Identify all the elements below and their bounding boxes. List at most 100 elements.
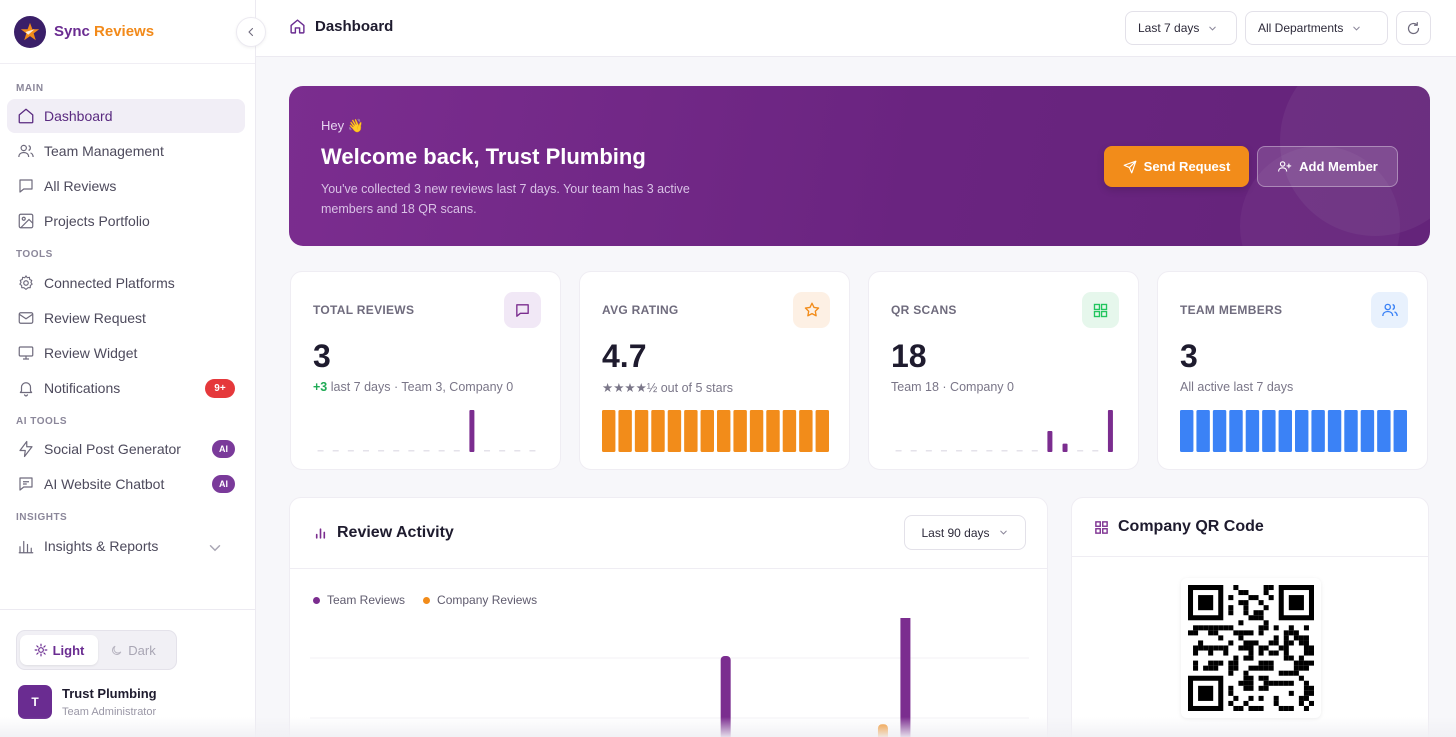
welcome-title: Welcome back, Trust Plumbing: [321, 144, 646, 169]
theme-dark-label: Dark: [128, 642, 156, 658]
sparkline-baseline-mark: [986, 450, 993, 452]
department-select[interactable]: All Departments: [1245, 11, 1388, 45]
user-role: Team Administrator: [62, 706, 157, 718]
theme-light-option[interactable]: Light: [20, 635, 98, 665]
monitor-icon: [18, 346, 34, 360]
stat-sub: ★★★★½ out of 5 stars: [602, 380, 733, 395]
sparkline-bar: [1344, 410, 1358, 452]
sidebar-item-team-management[interactable]: Team Management: [7, 134, 245, 168]
qr-finder-inner: [1288, 595, 1304, 611]
sparkline-bar: [1262, 410, 1276, 452]
sidebar-item-social-post-generator[interactable]: Social Post Generator AI: [7, 432, 245, 466]
sparkline-baseline-mark: [514, 450, 521, 452]
sidebar-item-label: Notifications: [44, 380, 121, 396]
stat-card-qr-scans: QR SCANS 18 Team 18 · Company 0: [868, 271, 1139, 470]
review-activity-chart: [310, 618, 1029, 737]
send-request-button[interactable]: Send Request: [1104, 146, 1249, 187]
date-range-select[interactable]: Last 7 days: [1125, 11, 1237, 45]
sparkline-baseline-mark: [529, 450, 536, 452]
user-name: Trust Plumbing: [62, 686, 157, 701]
theme-toggle[interactable]: Light Dark: [16, 630, 177, 670]
legend-label: Team Reviews: [327, 593, 406, 607]
sidebar-item-label: Review Request: [44, 310, 146, 326]
legend-company-reviews[interactable]: Company Reviews: [423, 593, 537, 607]
sidebar-footer: Light Dark T Trust Plumbing Team Adminis…: [0, 609, 256, 737]
sparkline-bar: [684, 410, 698, 452]
chevron-down-icon: [1353, 26, 1361, 31]
sidebar-item-connected-platforms[interactable]: Connected Platforms: [7, 266, 245, 300]
activity-range-select[interactable]: Last 90 days: [904, 515, 1026, 550]
legend-team-reviews[interactable]: Team Reviews: [313, 593, 405, 607]
qr-code[interactable]: [1181, 578, 1321, 718]
sparkline-baseline-mark: [408, 450, 415, 452]
stat-sub: Team 18 · Company 0: [891, 380, 1014, 394]
qr-finder-inner: [1198, 685, 1214, 701]
sidebar-item-review-request[interactable]: Review Request: [7, 301, 245, 335]
sparkline-baseline-mark: [1092, 450, 1099, 452]
sparkline-bar: [1295, 410, 1309, 452]
home-icon: [290, 19, 305, 34]
sparkline-bar: [799, 410, 813, 452]
sidebar-item-projects-portfolio[interactable]: Projects Portfolio: [7, 204, 245, 238]
qr-modules: [1188, 585, 1314, 711]
sparkline-bar: [1360, 410, 1375, 452]
sparkline-bar: [618, 410, 632, 452]
sparkline-bar: [749, 410, 764, 452]
team-members-sparkline: [1180, 410, 1407, 452]
page-title: Dashboard: [315, 18, 394, 35]
card-header: Review Activity Last 90 days: [290, 498, 1047, 569]
sparkline-baseline-mark: [940, 450, 947, 452]
sidebar-item-notifications[interactable]: Notifications 9+: [7, 371, 245, 405]
stat-sub-text: last 7 days · Team 3, Company 0: [327, 380, 514, 394]
users-icon: [1381, 303, 1398, 317]
sidebar-item-label: AI Website Chatbot: [44, 476, 165, 492]
sidebar-item-insights-reports[interactable]: Insights & Reports: [7, 529, 245, 563]
sparkline-baseline-mark: [1031, 450, 1038, 452]
legend-label: Company Reviews: [437, 593, 538, 607]
welcome-greeting: Hey 👋: [321, 118, 364, 133]
sun-icon: [34, 643, 48, 657]
sidebar-item-label: Social Post Generator: [44, 441, 181, 457]
sparkline-baseline-mark: [971, 450, 978, 452]
brand[interactable]: Sync Reviews: [0, 0, 255, 64]
theme-dark-option[interactable]: Dark: [98, 635, 168, 665]
qr-code-image: [1188, 585, 1314, 711]
stat-value: 3: [313, 338, 331, 374]
message-icon: [19, 179, 33, 193]
sidebar-item-ai-website-chatbot[interactable]: AI Website Chatbot AI: [7, 467, 245, 501]
review-activity-card: Review Activity Last 90 days Team Review…: [289, 497, 1048, 737]
sparkline-baseline-mark: [1077, 450, 1084, 452]
sidebar-item-label: Review Widget: [44, 345, 138, 361]
sparkline-bar: [766, 410, 780, 452]
sidebar-item-dashboard[interactable]: Dashboard: [7, 99, 245, 133]
send-icon: [1123, 160, 1137, 173]
avatar[interactable]: T: [18, 685, 52, 719]
sidebar-item-label: All Reviews: [44, 178, 117, 194]
sidebar-item-review-widget[interactable]: Review Widget: [7, 336, 245, 370]
nav-section-insights: INSIGHTS: [16, 512, 68, 523]
sparkline-baseline-mark: [393, 450, 400, 452]
sidebar-item-label: Connected Platforms: [44, 275, 175, 291]
add-member-button[interactable]: Add Member: [1257, 146, 1398, 187]
sparkline-bar: [1062, 443, 1068, 452]
sparkline-baseline-mark: [347, 450, 354, 452]
card-title-text: Review Activity: [337, 524, 454, 541]
sparkline-baseline-mark: [453, 450, 460, 452]
sparkline-baseline-mark: [910, 450, 917, 452]
department-value: All Departments: [1258, 21, 1344, 35]
sidebar-item-label: Team Management: [44, 143, 164, 159]
stat-value: 3: [1180, 338, 1198, 374]
refresh-button[interactable]: [1396, 11, 1431, 45]
sidebar-item-all-reviews[interactable]: All Reviews: [7, 169, 245, 203]
chevron-left-icon: [248, 27, 254, 37]
total-reviews-sparkline: [317, 410, 536, 452]
message-icon: [516, 303, 529, 317]
stat-icon-box: [793, 292, 830, 328]
sparkline-bar: [634, 410, 649, 452]
collapse-sidebar-button[interactable]: [236, 17, 266, 47]
nav-section-main: MAIN: [16, 83, 44, 94]
sparkline-baseline-mark: [484, 450, 491, 452]
avg-rating-sparkline: [602, 410, 829, 452]
card-title-text: Company QR Code: [1118, 518, 1264, 535]
stat-sub: All active last 7 days: [1180, 380, 1294, 394]
